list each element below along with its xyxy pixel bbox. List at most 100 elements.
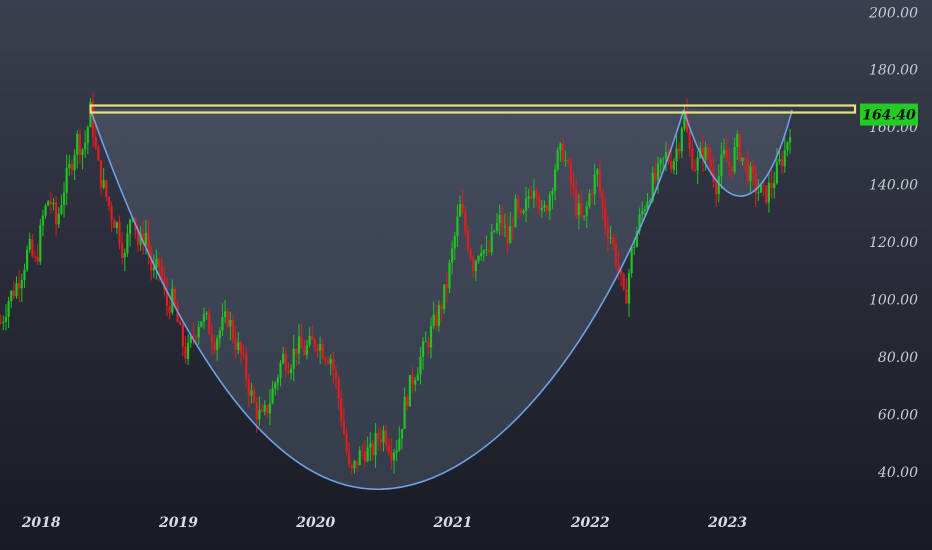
candle-body [593,174,596,195]
candle-body [419,356,422,375]
candle-body [519,209,522,214]
candle-body [651,172,654,201]
candle-body [630,247,633,274]
candle-body [369,443,372,448]
candle-body [321,344,324,359]
candle-body [157,258,161,267]
candle-body [535,190,538,198]
candle-body [94,137,97,148]
current-price-marker: 164.40 [860,103,918,126]
candle-body [107,197,111,207]
time-axis: 2018 2019 2020 2021 2022 2023 [21,515,748,531]
candle-body [68,164,71,168]
candle-body [403,396,406,430]
candle-body [472,258,475,272]
candle-body [0,322,2,324]
candle-body [379,438,382,443]
candle-body [303,348,306,355]
candle-body [81,149,84,156]
candle-body [184,346,187,360]
candle-body [590,193,594,195]
candle-body [493,230,496,232]
candle-body [189,335,192,343]
candle-body [73,154,76,171]
candle-body [353,460,356,469]
candle-body [501,214,504,227]
candle-body [767,182,771,203]
candle-body [757,192,760,194]
candle-body [91,101,95,138]
candle-body [221,317,224,331]
candle-body [654,172,657,180]
cup-shaded-area [90,108,793,490]
candle-body [564,160,567,162]
candle-body [406,396,409,407]
candle-body [498,214,501,223]
candle-body [89,101,92,128]
candle-body [361,450,364,452]
candle-body [788,137,792,143]
candle-body [113,220,116,229]
candle-body [385,430,388,446]
candle-body [720,154,723,177]
candle-body [691,148,694,170]
candle-body [234,339,237,350]
candle-body [319,344,322,351]
candle-body [559,143,562,151]
candle-body [577,203,580,216]
candle-body [738,133,741,162]
candle-body [287,371,290,374]
candle-body [342,420,345,434]
candle-body [543,205,546,208]
candle-body [181,324,184,347]
candle-body [202,314,206,322]
candle-body [524,198,528,211]
candle-body [551,190,554,196]
candle-body [429,325,433,348]
candle-body [754,173,757,193]
candle-body [736,133,739,147]
candle-body [268,403,272,414]
candle-body [86,127,89,143]
price-badge-label: 164.40 [862,108,916,124]
candle-body [408,375,411,407]
candle-body [60,205,63,214]
candle-body [4,316,8,322]
candle-body [70,164,74,171]
candle-body [55,202,58,225]
candle-body [28,238,31,250]
candle-body [311,335,314,340]
candle-body [316,347,319,351]
candle-body [223,311,227,318]
candle-body [514,198,517,227]
candle-body [517,198,520,210]
candle-body [348,451,351,465]
candle-body [263,405,266,412]
candle-body [604,208,607,227]
candle-body [458,204,462,217]
candle-body [786,142,789,151]
candle-body [538,197,541,211]
x-tick-label: 2018 [21,515,61,531]
candle-body [469,249,472,259]
candle-body [155,258,158,268]
candle-body [643,209,646,211]
candle-body [231,319,235,340]
candle-body [440,305,443,310]
candle-body [638,214,641,232]
candle-body [717,176,720,195]
candle-body [295,348,298,354]
candle-body [324,358,327,361]
candle-body [625,289,628,304]
candle-body [289,368,293,374]
candle-body [490,231,493,253]
candle-body [126,233,129,254]
candle-body [532,190,536,199]
candle-body [123,253,126,258]
candle-body [226,311,229,327]
candle-body [614,243,617,265]
candle-body [548,195,551,212]
candle-body [414,380,417,385]
candle-body [23,269,26,280]
